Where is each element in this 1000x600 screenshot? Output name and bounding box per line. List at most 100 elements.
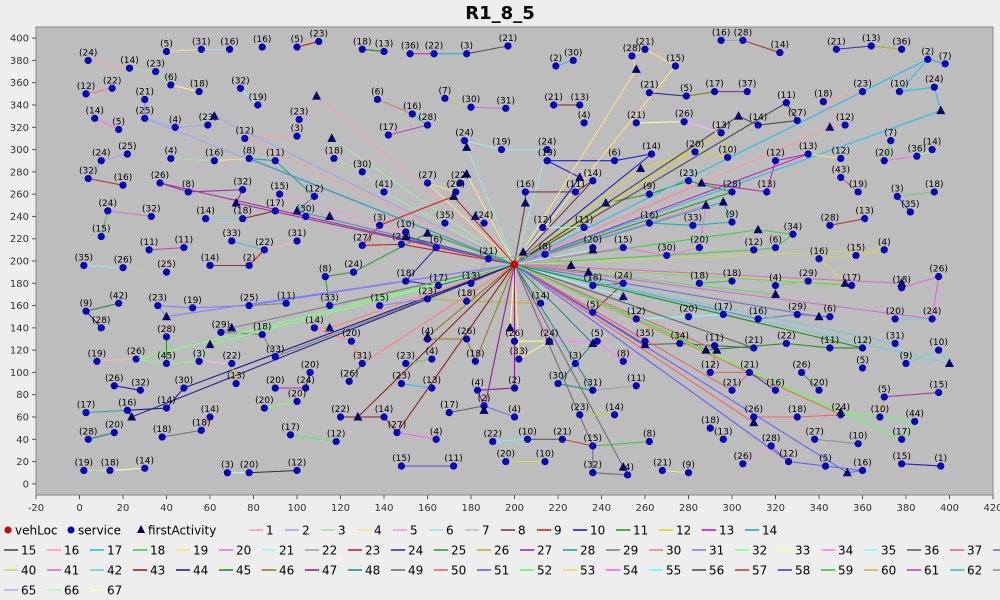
legend-item-route-24: 24	[391, 544, 423, 558]
point-label: (15)	[892, 452, 910, 462]
point-label: (15)	[270, 182, 288, 192]
x-tick-label: 240	[592, 503, 611, 514]
legend-item-service: service	[67, 524, 121, 538]
legend-label: 29	[623, 544, 638, 558]
point-label: (11)	[175, 236, 193, 246]
service-point	[467, 279, 475, 287]
route-line	[264, 400, 298, 409]
service-point	[423, 121, 432, 129]
service-point	[228, 237, 236, 245]
legend: vehLoc service firstActivity 1 2 3 4 5 6 7 8 9 10 11 1…	[0, 517, 1000, 600]
point-label: (22)	[331, 405, 349, 415]
point-label: (2)	[243, 253, 256, 263]
service-point	[695, 244, 703, 252]
route-line	[290, 434, 337, 443]
point-label: (15)	[370, 294, 388, 304]
legend-label: 22	[322, 544, 337, 558]
point-label: (14)	[120, 56, 138, 66]
point-label: (20)	[255, 396, 273, 406]
point-label: (24)	[538, 138, 556, 148]
route-line	[444, 97, 472, 108]
service-point	[623, 471, 632, 479]
point-label: (5)	[819, 454, 832, 464]
service-point	[719, 435, 727, 443]
service-point	[784, 457, 793, 466]
route-line	[296, 41, 319, 48]
point-label: (10)	[849, 432, 867, 442]
service-point	[739, 460, 747, 468]
first-activity-marker	[544, 336, 554, 345]
point-label: (2)	[508, 376, 521, 386]
point-label: (16)	[810, 247, 828, 257]
point-label: (4)	[430, 427, 443, 437]
service-point	[358, 241, 366, 249]
service-point	[445, 408, 453, 417]
point-label: (6)	[371, 87, 384, 97]
point-label: (18)	[325, 146, 343, 156]
route-line	[770, 445, 789, 462]
point-label: (12)	[305, 184, 323, 194]
x-tick-label: 260	[635, 503, 654, 514]
service-point	[471, 357, 479, 365]
point-label: (26)	[114, 256, 132, 266]
service-point	[536, 299, 545, 307]
vehicle-location	[510, 260, 519, 269]
point-label: (8)	[243, 146, 256, 156]
route-line	[107, 210, 152, 217]
service-point	[489, 437, 497, 446]
service-point	[898, 460, 906, 468]
route-line	[636, 121, 685, 124]
service-point	[719, 310, 727, 319]
x-tick-label: 280	[679, 503, 698, 514]
service-point	[724, 153, 732, 161]
legend-background	[0, 517, 1000, 600]
point-label: (34)	[784, 222, 802, 232]
service-point	[647, 150, 656, 158]
legend-label: 58	[795, 564, 810, 578]
service-point	[195, 88, 203, 96]
service-point	[576, 411, 584, 419]
service-point	[589, 177, 597, 185]
legend-label: firstActivity	[148, 524, 216, 538]
service-point	[632, 382, 640, 390]
point-label: (37)	[738, 80, 756, 90]
point-label: (26)	[792, 360, 810, 370]
service-point	[589, 442, 597, 450]
point-label: (29)	[799, 269, 817, 279]
point-label: (19)	[249, 93, 267, 103]
point-label: (30)	[353, 160, 371, 170]
service-point	[223, 469, 231, 477]
service-point	[271, 353, 279, 361]
service-point	[680, 118, 688, 126]
service-point	[84, 174, 92, 183]
service-point	[504, 42, 512, 50]
point-label: (10)	[518, 427, 536, 437]
point-label: (20)	[301, 360, 319, 370]
service-point	[189, 304, 197, 312]
first-activity-marker	[127, 412, 137, 421]
first-activity-marker	[462, 142, 472, 151]
legend-label: 17	[107, 544, 122, 558]
service-point	[754, 315, 762, 323]
legend-item-route-47: 47	[305, 564, 337, 578]
service-point	[782, 99, 790, 107]
first-activity-marker	[566, 260, 576, 269]
legend-item-route-54: 54	[606, 564, 638, 578]
y-tick-label: 100	[10, 368, 29, 379]
point-label: (22)	[451, 171, 469, 181]
point-label: (5)	[160, 40, 173, 50]
point-label: (29)	[788, 302, 806, 312]
route-line	[249, 302, 287, 307]
service-point	[852, 251, 860, 260]
service-point	[515, 355, 523, 363]
point-label: (23)	[571, 403, 589, 413]
point-label: (28)	[734, 28, 752, 38]
service-point	[315, 37, 323, 46]
legend-item-route-63: 63	[993, 569, 1000, 571]
service-point	[880, 246, 888, 254]
point-label: (9)	[80, 299, 93, 309]
legend-label: 30	[666, 544, 681, 558]
point-label: (28)	[418, 113, 436, 123]
legend-item-route-26: 26	[477, 544, 509, 558]
service-point	[898, 45, 906, 53]
